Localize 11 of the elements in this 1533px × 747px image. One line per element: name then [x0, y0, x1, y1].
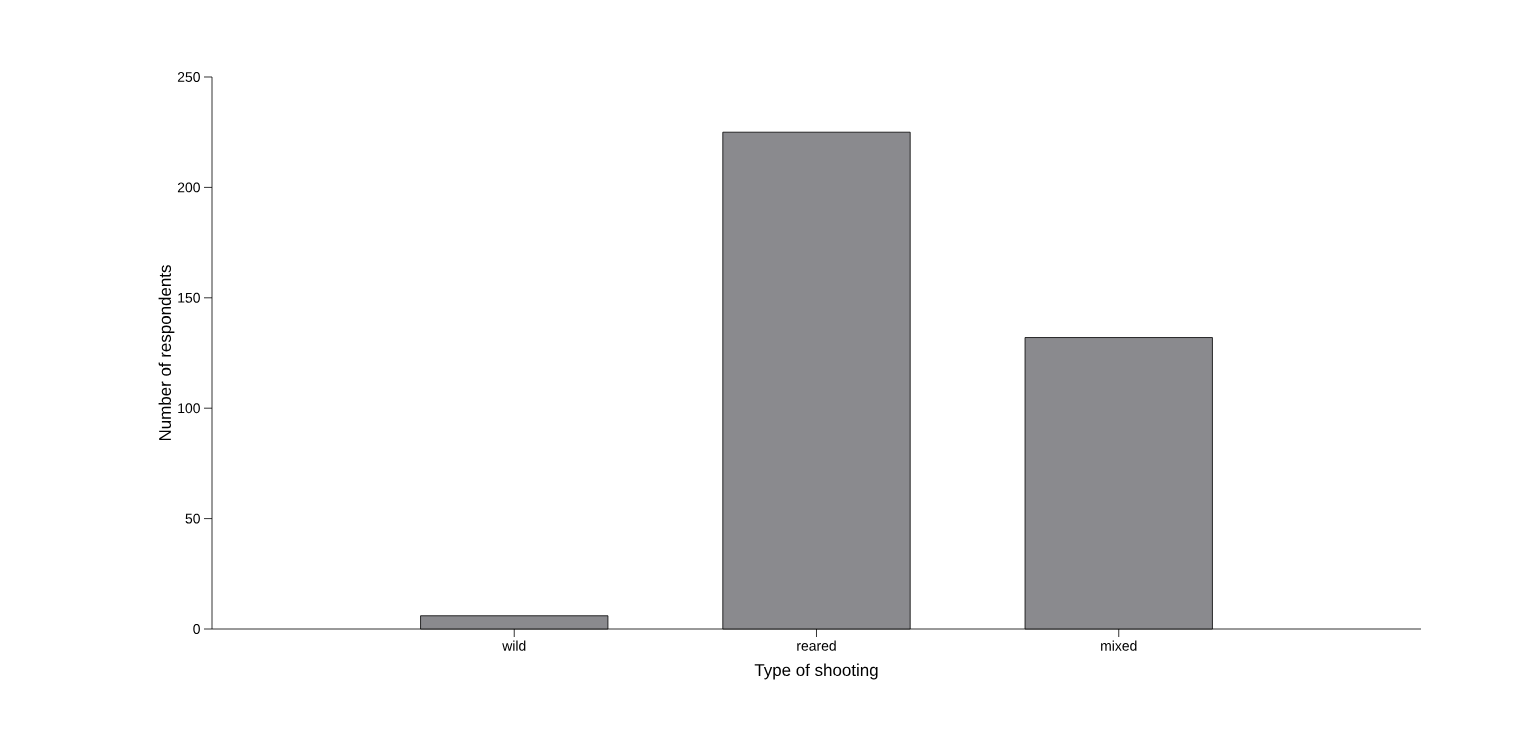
x-axis-title: Type of shooting [754, 663, 878, 680]
y-tick-label: 150 [178, 292, 200, 303]
x-tick-label: wild [502, 640, 526, 651]
x-tick-label: reared [797, 640, 836, 651]
y-tick-label: 50 [185, 513, 200, 524]
y-tick-label: 200 [177, 182, 200, 193]
y-axis-title: Number of respondents [158, 265, 175, 441]
y-tick-label: 0 [193, 624, 200, 634]
y-tick-label: 250 [177, 72, 200, 82]
x-tick-label: mixed [1101, 640, 1137, 651]
y-tick-label: 100 [178, 403, 200, 414]
